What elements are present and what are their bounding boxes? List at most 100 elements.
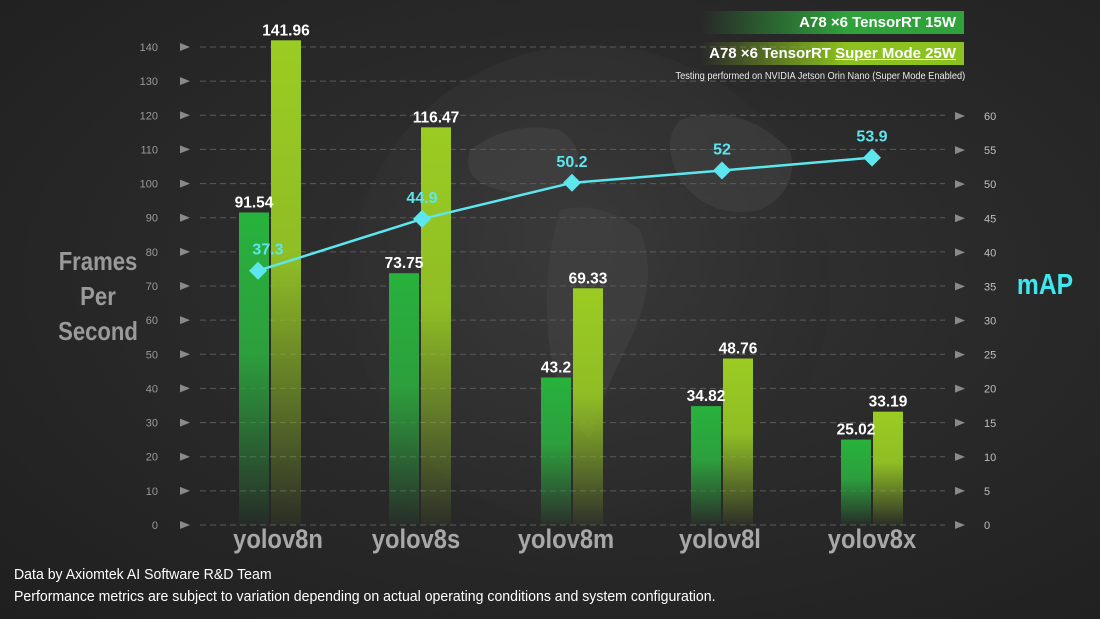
right-tick-label: 30 [984, 316, 996, 328]
left-tick-arrow [180, 521, 190, 529]
gridlines [200, 46, 945, 526]
category-label-yolov8n: yolov8n [233, 525, 323, 555]
left-tick-label: 70 [146, 281, 158, 293]
test-note: Testing performed on NVIDIA Jetson Orin … [675, 70, 965, 82]
left-tick-arrow [180, 247, 190, 256]
left-tick-arrow [180, 145, 190, 154]
bar-25w-yolov8l [723, 358, 753, 525]
right-tick-label: 25 [984, 350, 996, 362]
bar-value-label: 25.02 [837, 422, 876, 439]
bar-15w-yolov8m [541, 377, 571, 525]
globe-background [350, 45, 830, 525]
right-tick-arrow [955, 248, 965, 257]
left-tick-arrow [180, 282, 190, 290]
right-tick-label: 50 [984, 179, 996, 191]
right-tick-label: 40 [984, 247, 996, 259]
map-point [413, 209, 431, 228]
bar-value-label: 48.76 [719, 341, 758, 358]
right-tick-arrow [955, 452, 965, 461]
bar-value-label: 33.19 [869, 394, 908, 411]
legend-item-25w: A78 ×6 TensorRT Super Mode 25W [701, 42, 964, 65]
map-value-label: 50.2 [556, 154, 587, 171]
left-axis-title: Frames Per Second [47, 244, 149, 349]
left-tick-label: 120 [140, 110, 158, 122]
right-tick-arrow [955, 316, 965, 325]
right-tick-label: 45 [984, 213, 996, 225]
legend-label-25w-highlight: Super Mode 25W [835, 45, 956, 62]
right-tick-arrow [955, 282, 965, 291]
bar-25w-yolov8x [873, 411, 903, 525]
bar-25w-yolov8s [421, 127, 451, 526]
bar-15w-yolov8s [389, 273, 419, 525]
category-label-yolov8s: yolov8s [372, 525, 460, 555]
left-tick-label: 100 [140, 179, 158, 191]
bar-25w-yolov8m [573, 288, 603, 525]
category-labels: yolov8n yolov8s yolov8m yolov8l yolov8x [233, 525, 916, 555]
left-tick-label: 40 [146, 383, 158, 395]
right-tick-label: 0 [984, 520, 990, 532]
left-tick-arrow [180, 486, 190, 495]
right-axis-title: mAP [1016, 269, 1074, 301]
category-label-yolov8m: yolov8m [518, 525, 614, 555]
bar-value-labels: 91.54 73.75 43.2 34.82 25.02 141.96 116.47 69.3… [235, 22, 908, 438]
bar-value-label: 34.82 [687, 388, 726, 405]
right-tick-label: 20 [984, 384, 996, 396]
right-tick-arrow [955, 180, 965, 189]
bar-15w-yolov8x [841, 439, 871, 525]
left-tick-label: 0 [152, 520, 158, 532]
bar-15w-yolov8l [691, 406, 721, 525]
left-tick-arrow [180, 316, 190, 325]
right-tick-arrow [955, 146, 965, 155]
map-point [863, 148, 881, 167]
left-tick-arrow [180, 111, 190, 120]
bars [239, 40, 903, 526]
right-tick-label: 15 [984, 418, 996, 430]
right-tick-arrow [955, 350, 965, 359]
bar-value-label: 116.47 [413, 109, 460, 126]
bar-25w-yolov8n [271, 40, 301, 526]
legend-label-15w: A78 ×6 TensorRT 15W [799, 14, 956, 31]
right-axis-ticks: 0 5 10 15 20 25 30 35 40 45 50 55 60 [955, 111, 996, 532]
bar-value-label: 43.2 [541, 360, 571, 377]
right-tick-arrow [955, 486, 965, 495]
map-value-label: 44.9 [406, 190, 437, 207]
left-tick-arrow [180, 350, 190, 359]
left-tick-arrow [180, 213, 190, 222]
map-line-series: 37.3 44.9 50.2 52 53.9 [249, 129, 888, 280]
left-tick-label: 110 [140, 144, 158, 156]
left-tick-arrow [180, 452, 190, 461]
left-tick-arrow [180, 418, 190, 427]
right-tick-label: 10 [984, 452, 996, 464]
left-tick-label: 10 [146, 486, 158, 498]
bar-15w-yolov8n [239, 212, 269, 525]
left-tick-label: 140 [140, 42, 158, 54]
left-tick-label: 50 [146, 349, 158, 361]
map-point [563, 173, 581, 192]
left-axis-title-line3: Second [58, 316, 138, 346]
right-tick-arrow [955, 214, 965, 223]
legend-label-25w-prefix: A78 ×6 TensorRT [709, 45, 836, 62]
left-tick-label: 90 [146, 213, 158, 225]
right-tick-arrow [955, 418, 965, 427]
left-tick-arrow [180, 384, 190, 393]
map-value-label: 53.9 [856, 129, 887, 146]
right-tick-label: 35 [984, 281, 996, 293]
map-point [713, 161, 731, 180]
right-tick-arrow [955, 384, 965, 393]
category-label-yolov8l: yolov8l [679, 525, 761, 555]
bar-value-label: 73.75 [385, 255, 424, 272]
left-tick-arrow [180, 77, 190, 86]
category-label-yolov8x: yolov8x [828, 525, 916, 555]
footer-credit: Data by Axiomtek AI Software R&D Team [14, 566, 272, 583]
right-tick-label: 5 [984, 486, 990, 498]
bar-value-label: 141.96 [262, 22, 310, 39]
legend-item-15w: A78 ×6 TensorRT 15W [701, 11, 964, 34]
left-tick-label: 130 [140, 76, 158, 88]
right-tick-label: 60 [984, 111, 996, 123]
left-tick-arrow [180, 179, 190, 188]
left-axis-title-line2: Per [80, 281, 116, 311]
bar-value-label: 91.54 [235, 194, 274, 211]
right-tick-label: 55 [984, 145, 996, 157]
